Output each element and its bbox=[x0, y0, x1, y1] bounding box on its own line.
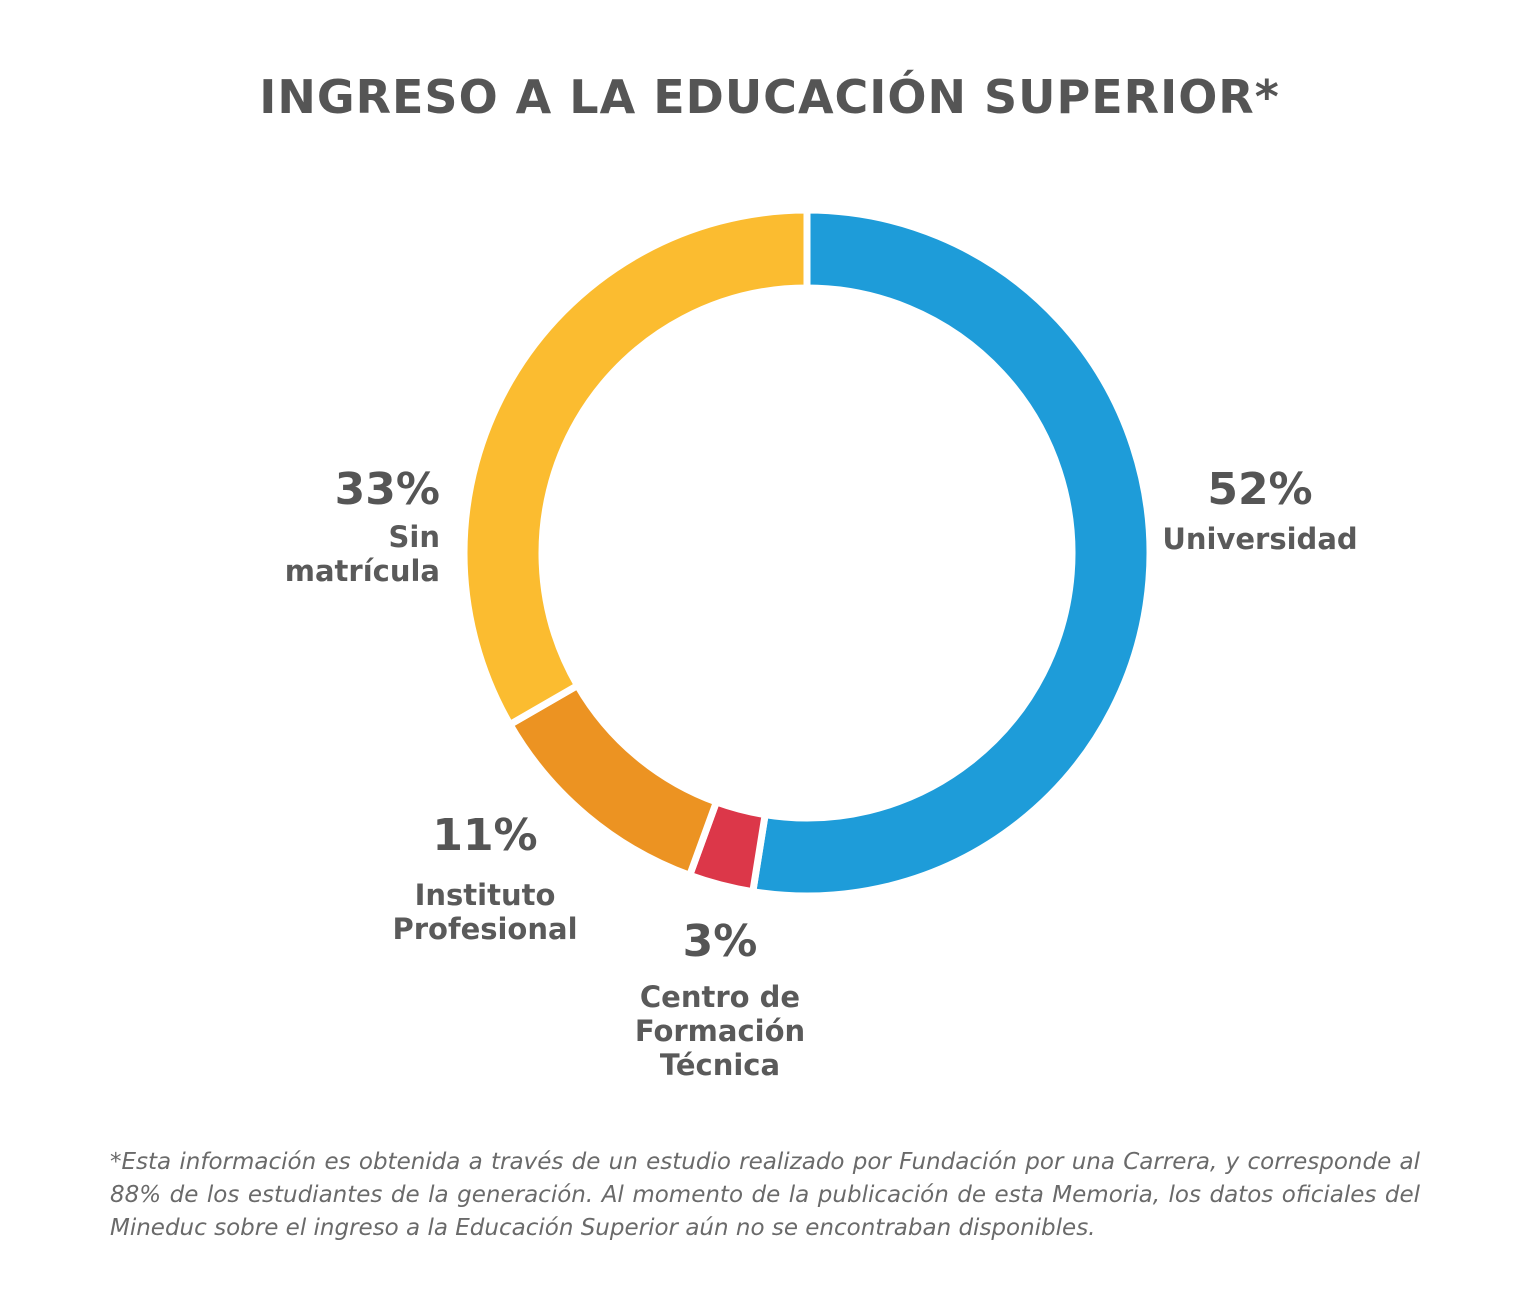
label-universidad: 52% Universidad bbox=[1160, 464, 1360, 557]
name-cft-line1: Centro de bbox=[639, 980, 801, 1014]
footnote: *Esta información es obtenida a través d… bbox=[110, 1149, 1420, 1241]
pct-cft: 3% bbox=[682, 916, 758, 967]
name-sin-matricula-line1: Sin bbox=[388, 520, 440, 554]
label-sin-matricula: 33% Sin matrícula bbox=[280, 464, 440, 589]
label-cft: 3% Centro de Formación Técnica bbox=[615, 916, 825, 1083]
pct-sin-matricula: 33% bbox=[334, 464, 440, 515]
chart-title: INGRESO A LA EDUCACIÓN SUPERIOR* bbox=[259, 70, 1280, 124]
label-instituto-profesional: 11% Instituto Profesional bbox=[380, 810, 590, 947]
slice-sin-matricula bbox=[460, 206, 811, 730]
pct-universidad: 52% bbox=[1207, 464, 1313, 515]
name-sin-matricula-line2: matrícula bbox=[284, 554, 440, 588]
name-instituto-line2: Profesional bbox=[392, 912, 578, 946]
name-cft-line2: Formación bbox=[634, 1014, 806, 1048]
pct-instituto-profesional: 11% bbox=[432, 810, 538, 861]
name-universidad-line1: Universidad bbox=[1162, 522, 1358, 556]
slice-universidad bbox=[748, 206, 1154, 900]
name-cft-line3: Técnica bbox=[659, 1048, 781, 1082]
name-instituto-line1: Instituto bbox=[414, 878, 556, 912]
